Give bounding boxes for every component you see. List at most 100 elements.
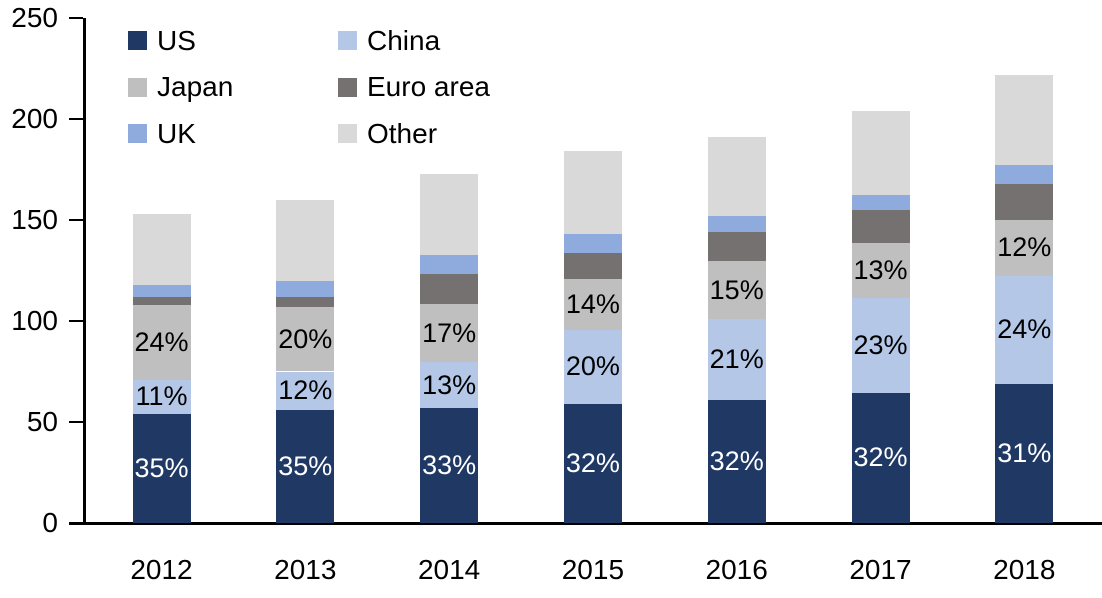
bar-segment-uk-2018 [995, 165, 1054, 184]
segment-label-china-2015: 20% [565, 351, 620, 382]
legend-item-other: Other [338, 119, 437, 147]
bar-segment-uk-2013 [276, 280, 335, 297]
segment-label-us-2014: 33% [422, 449, 477, 480]
bar-segment-other-2014 [420, 173, 479, 256]
legend-item-euro-area: Euro area [338, 73, 490, 101]
bar-segment-other-2012 [132, 213, 191, 285]
legend-label-other: Other [367, 117, 438, 149]
segment-label-us-2013: 35% [278, 450, 333, 481]
legend-label-china: China [367, 24, 441, 56]
bar-segment-china-2014 [420, 362, 479, 408]
y-axis-tick-150 [69, 218, 83, 222]
legend-item-uk: UK [128, 119, 196, 147]
bar-segment-uk-2014 [420, 255, 479, 274]
segment-label-us-2016: 32% [709, 445, 764, 476]
legend-label-euro-area: Euro area [367, 71, 490, 102]
bar-segment-euro-area-2015 [563, 253, 622, 279]
bar-segment-japan-2018 [995, 220, 1054, 276]
legend-label-japan: Japan [157, 71, 234, 102]
legend-swatch-other [338, 124, 357, 143]
bar-segment-uk-2012 [132, 284, 191, 297]
segment-label-japan-2017: 13% [853, 255, 908, 285]
bar-segment-uk-2017 [851, 194, 910, 210]
segment-label-china-2016: 21% [709, 343, 764, 374]
bar-segment-other-2016 [707, 137, 766, 216]
segment-label-china-2012: 11% [135, 381, 188, 412]
y-axis-line [83, 18, 86, 523]
legend-swatch-us [128, 31, 147, 50]
y-tick-label-100: 100 [11, 305, 58, 336]
bar-segment-us-2016 [707, 399, 766, 523]
segment-label-us-2017: 32% [853, 442, 908, 473]
bar-segment-other-2015 [563, 151, 622, 235]
x-tick-label-2017: 2017 [849, 554, 912, 585]
legend-swatch-japan [128, 77, 147, 97]
bar-segment-us-2013 [276, 409, 335, 523]
bar-segment-other-2013 [276, 199, 335, 281]
bar-segment-japan-2015 [563, 278, 622, 331]
legend-item-china: China [338, 26, 440, 54]
bar-segment-euro-area-2014 [420, 273, 479, 304]
legend-label-us: US [157, 24, 196, 56]
bar-segment-euro-area-2013 [276, 296, 335, 307]
y-tick-label-50: 50 [26, 406, 58, 437]
x-tick-label-2016: 2016 [705, 554, 768, 585]
bar-segment-china-2015 [563, 330, 622, 404]
legend-swatch-uk [128, 124, 147, 143]
bar-segment-us-2015 [563, 403, 622, 523]
y-tick-label-150: 150 [11, 204, 58, 235]
bar-segment-other-2017 [851, 110, 910, 195]
segment-label-japan-2018: 12% [997, 232, 1052, 263]
bar-segment-us-2012 [132, 413, 191, 523]
y-axis-tick-250 [69, 16, 83, 20]
bar-segment-china-2017 [851, 297, 910, 393]
segment-label-japan-2015: 14% [565, 288, 620, 319]
bar-segment-euro-area-2016 [707, 232, 766, 262]
bar-segment-other-2018 [995, 74, 1054, 166]
bar-segment-china-2018 [995, 275, 1054, 384]
bar-segment-japan-2014 [420, 303, 479, 363]
bar-segment-euro-area-2012 [132, 296, 191, 305]
y-axis-tick-50 [69, 420, 83, 424]
segment-label-china-2017: 23% [853, 329, 908, 360]
bar-segment-us-2018 [995, 383, 1054, 523]
segment-label-china-2018: 24% [997, 314, 1052, 345]
y-tick-label-0: 0 [42, 507, 58, 538]
y-axis-tick-100 [69, 319, 83, 323]
bar-segment-uk-2016 [707, 215, 766, 233]
bar-segment-us-2014 [420, 407, 479, 523]
x-axis-line [69, 522, 1102, 525]
legend-item-us: US [128, 26, 196, 54]
x-tick-label-2012: 2012 [130, 554, 193, 585]
segment-label-china-2014: 13% [422, 369, 477, 400]
x-tick-label-2013: 2013 [274, 554, 337, 585]
bar-segment-euro-area-2018 [995, 183, 1054, 220]
segment-label-us-2015: 32% [565, 447, 620, 478]
segment-label-us-2018: 31% [997, 437, 1052, 468]
segment-label-us-2012: 35% [134, 452, 189, 483]
y-tick-label-200: 200 [11, 103, 58, 134]
x-tick-label-2014: 2014 [417, 554, 481, 585]
bar-segment-china-2013 [276, 371, 335, 410]
y-axis-tick-200 [69, 117, 83, 121]
bar-segment-japan-2013 [276, 306, 335, 372]
segment-label-china-2013: 12% [278, 375, 333, 406]
bar-segment-us-2017 [851, 392, 910, 523]
segment-label-japan-2016: 15% [709, 274, 764, 305]
legend-swatch-china [338, 31, 357, 50]
bar-segment-euro-area-2017 [851, 209, 910, 244]
bar-segment-uk-2015 [563, 234, 622, 254]
y-tick-label-250: 250 [11, 2, 58, 33]
x-tick-label-2015: 2015 [561, 554, 625, 585]
bar-segment-china-2012 [132, 379, 191, 414]
segment-label-japan-2012: 24% [134, 326, 189, 357]
legend-swatch-euro-area [338, 77, 357, 97]
legend-item-japan: Japan [128, 73, 233, 101]
bar-segment-japan-2017 [851, 243, 910, 298]
x-tick-label-2018: 2018 [993, 554, 1056, 585]
bar-segment-japan-2016 [707, 261, 766, 319]
bar-segment-china-2016 [707, 318, 766, 400]
segment-label-japan-2013: 20% [278, 323, 333, 354]
segment-label-japan-2014: 17% [422, 317, 477, 348]
